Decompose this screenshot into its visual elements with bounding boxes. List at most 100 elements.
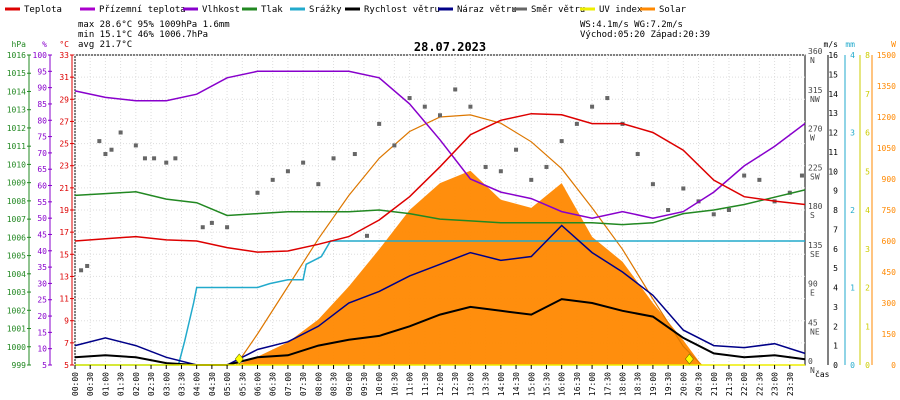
stats-min: min 15.1°C 46% 1006.7hPa <box>78 30 208 40</box>
wind-direction-point <box>392 143 397 148</box>
time-tick-label: 10:00 <box>375 372 384 396</box>
wind-direction-point <box>757 177 762 182</box>
wind-direction-point <box>225 225 230 230</box>
axis-tick-label: 80 <box>37 116 47 125</box>
right-axes: 0N45NE90E135SE180S225SW270W315NW360N0123… <box>808 40 896 375</box>
wind-direction-point <box>544 164 549 169</box>
wind-direction-point <box>255 190 260 195</box>
axis-tick-label: 100 <box>33 51 48 60</box>
direction-tick-label: N <box>810 366 815 375</box>
axis-tick-label: 3 <box>850 129 855 138</box>
uv-marker <box>685 353 694 365</box>
time-tick-label: 13:00 <box>466 372 475 396</box>
time-tick-label: 05:00 <box>223 372 232 396</box>
direction-tick-label: 225 <box>808 163 823 172</box>
wind-direction-point <box>681 186 686 191</box>
axis-tick-label: 1 <box>833 342 838 351</box>
wind-direction-point <box>529 177 534 182</box>
axis-tick-label: 5 <box>865 167 870 176</box>
direction-tick-label: SW <box>810 172 820 181</box>
time-tick-label: 16:00 <box>558 372 567 396</box>
direction-tick-label: 90 <box>808 280 818 289</box>
wind-direction-point <box>742 173 747 178</box>
solar-max-line <box>235 114 703 366</box>
wind-direction-point <box>438 113 442 118</box>
series-line <box>74 189 806 226</box>
time-tick-label: 15:30 <box>542 372 551 396</box>
axis-tick-label: 1006 <box>7 233 26 242</box>
time-tick-label: 12:00 <box>436 372 445 396</box>
wind-direction-point <box>79 268 84 273</box>
axis-tick-label: 15 <box>59 250 69 259</box>
axis-tick-label: 27 <box>59 117 69 126</box>
stats-avg: avg 21.7°C <box>78 40 132 50</box>
wind-direction-point <box>109 147 114 152</box>
axis-tick-label: 40 <box>37 247 47 256</box>
time-tick-label: 00:30 <box>86 372 95 396</box>
axis-tick-label: 75 <box>37 133 47 142</box>
axis-tick-label: 1350 <box>877 82 896 91</box>
axis-tick-label: 1002 <box>7 306 26 315</box>
direction-tick-label: S <box>810 211 815 220</box>
axis-tick-label: 1015 <box>7 69 26 78</box>
time-axis: 00:00 00:30 01:00 01:30 02:00 02:30 03:00 03:30… <box>71 365 830 396</box>
time-tick-label: 11:00 <box>406 372 415 396</box>
axis-tick-label: 0 <box>891 361 896 370</box>
time-tick-label: 10:30 <box>390 372 399 396</box>
axis-tick-label: 1004 <box>7 270 26 279</box>
legend-label: Solar <box>659 5 687 15</box>
axis-tick-label: 29 <box>59 95 69 104</box>
stats-sun: Východ:05:20 Západ:20:39 <box>580 30 710 40</box>
direction-tick-label: 180 <box>808 202 823 211</box>
time-tick-label: 20:00 <box>679 372 688 396</box>
wind-direction-point <box>590 104 595 109</box>
legend-label: Rychlost větru <box>364 5 440 15</box>
time-tick-label: 09:00 <box>345 372 354 396</box>
axis-tick-label: 45 <box>37 230 47 239</box>
direction-tick-label: E <box>810 289 815 298</box>
axis-tick-label: 150 <box>882 330 897 339</box>
wind-direction-point <box>365 233 369 238</box>
time-tick-label: 19:00 <box>649 372 658 396</box>
time-tick-label: 14:00 <box>497 372 506 396</box>
axis-tick-label: 33 <box>59 51 69 60</box>
time-tick-label: 20:30 <box>695 372 704 396</box>
axis-tick-label: 1003 <box>7 288 26 297</box>
time-tick-label: 05:30 <box>238 372 247 396</box>
direction-tick-label: NE <box>810 327 820 336</box>
time-tick-label: 02:30 <box>147 372 156 396</box>
axis-tick-label: 13 <box>59 272 69 281</box>
time-tick-label: 21:00 <box>710 372 719 396</box>
wind-direction-point <box>422 104 427 109</box>
time-tick-label: 13:30 <box>482 372 491 396</box>
axis-tick-label: 12 <box>828 129 838 138</box>
time-tick-label: 04:00 <box>193 372 202 396</box>
wind-direction-point <box>173 156 178 161</box>
axis-tick-label: 1 <box>850 284 855 293</box>
axis-tick-label: 15 <box>37 328 47 337</box>
uv-markers-layer <box>234 353 694 365</box>
axis-tick-label: 1013 <box>7 106 26 115</box>
axis-tick-label: 7 <box>865 90 870 99</box>
wind-direction-point <box>118 130 123 135</box>
wind-direction-point <box>352 152 357 157</box>
legend-label: UV index <box>599 5 643 15</box>
axis-tick-label: 8 <box>865 51 870 60</box>
axis-tick-label: 6 <box>865 129 870 138</box>
axis-tick-label: 4 <box>833 284 838 293</box>
axis-tick-label: 0 <box>833 361 838 370</box>
axis-tick-label: 23 <box>59 162 69 171</box>
axis-tick-label: 65 <box>37 165 47 174</box>
time-tick-label: 15:00 <box>527 372 536 396</box>
axis-tick-label: 1050 <box>877 144 896 153</box>
axis-unit: °C <box>59 40 69 49</box>
chart-legend: Teplota Přízemní teplota Vlhkost Tlak Srážky… <box>5 5 687 15</box>
axis-tick-label: 0 <box>865 361 870 370</box>
wind-direction-point <box>133 143 138 148</box>
wind-direction-point <box>285 169 290 174</box>
time-tick-label: 22:00 <box>740 372 749 396</box>
wind-direction-point <box>407 96 412 101</box>
axis-tick-label: 1010 <box>7 160 26 169</box>
axis-unit: % <box>42 40 47 49</box>
wind-direction-point <box>152 156 157 161</box>
